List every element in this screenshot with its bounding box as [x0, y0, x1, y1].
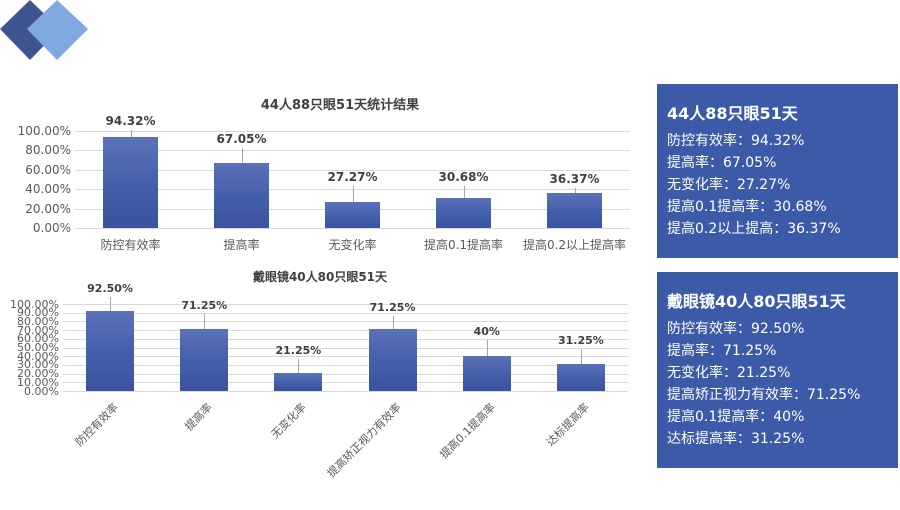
- x-axis-label: 提高0.1提高率: [423, 238, 504, 252]
- y-axis-tick: 70.00%: [17, 323, 59, 337]
- gridline: [63, 338, 628, 340]
- y-axis-tick: 10.00%: [17, 375, 59, 389]
- gridline: [63, 321, 628, 323]
- leader-line: [241, 148, 243, 163]
- panel-line: 防控有效率：94.32%: [667, 133, 805, 149]
- panel-line: 提高0.1提高率：30.68%: [667, 199, 827, 215]
- leader-line: [352, 186, 354, 202]
- y-axis-tick: 40.00%: [25, 182, 71, 197]
- panel-line: 提高0.1提高率：40%: [667, 409, 805, 425]
- value-label: 71.25%: [181, 299, 228, 312]
- panel-line: 防控有效率：92.50%: [667, 321, 805, 337]
- y-axis-tick: 100.00%: [17, 124, 71, 138]
- summary-panel-glasses-40-people: 戴眼镜40人80只眼51天 防控有效率：92.50% 提高率：71.25% 无变…: [657, 272, 898, 468]
- x-axis-label: 防控有效率: [100, 238, 161, 252]
- bar: [103, 136, 158, 228]
- chart-44-people: 44人88只眼51天统计结果 100.00% 80.00% 60.00% 40.00%…: [0, 90, 640, 260]
- panel-line: 无变化率：27.27%: [667, 177, 791, 193]
- panel-title: 戴眼镜40人80只眼51天: [667, 292, 846, 311]
- chart-title: 44人88只眼51天统计结果: [260, 98, 420, 113]
- leader-line: [580, 349, 582, 364]
- bar: [86, 310, 135, 391]
- x-axis-label: 提高矫正视力有效率: [324, 400, 404, 480]
- value-label: 21.25%: [275, 344, 322, 357]
- bar: [214, 162, 269, 228]
- panel-line: 提高率：67.05%: [667, 155, 777, 171]
- value-label: 27.27%: [327, 170, 378, 184]
- value-label: 36.37%: [549, 172, 600, 186]
- chart-glasses-40-people: 戴眼镜40人80只眼51天 100.00% 90.00% 80.00% 70.00% 6…: [0, 262, 640, 494]
- gridline: [63, 347, 628, 349]
- value-label: 30.68%: [438, 170, 489, 184]
- gridline: [63, 364, 628, 366]
- panel-line: 提高矫正视力有效率：71.25%: [667, 387, 861, 403]
- panel-line: 达标提高率：31.25%: [667, 431, 805, 447]
- leader-line: [574, 188, 576, 193]
- y-axis-tick: 0.00%: [24, 384, 59, 398]
- bar: [180, 329, 229, 391]
- gridline: [75, 169, 630, 171]
- y-axis-tick: 60.00%: [25, 162, 71, 177]
- value-label: 71.25%: [369, 301, 416, 314]
- y-axis-tick: 100.00%: [10, 297, 59, 311]
- x-axis-label: 防控有效率: [72, 400, 122, 449]
- chart-title: 戴眼镜40人80只眼51天: [252, 270, 388, 284]
- gridline: [63, 312, 628, 314]
- x-axis-label: 提高0.1提高率: [437, 400, 498, 462]
- value-label: 92.50%: [87, 282, 133, 295]
- gridline: [75, 150, 630, 152]
- value-label: 94.32%: [105, 114, 156, 128]
- x-axis-label: 提高率: [223, 238, 260, 252]
- x-axis-label: 提高率: [182, 400, 216, 434]
- gridline: [63, 356, 628, 358]
- bar: [462, 356, 511, 391]
- gridline: [63, 391, 628, 392]
- y-axis-tick: 20.00%: [17, 367, 59, 381]
- leader-line: [204, 314, 206, 329]
- panel-line: 提高0.2以上提高：36.37%: [667, 221, 841, 237]
- leader-line: [392, 316, 394, 329]
- logo-diamonds-icon: [0, 0, 88, 60]
- value-label: 31.25%: [557, 334, 604, 347]
- y-axis-tick: 60.00%: [17, 332, 59, 346]
- bar: [436, 198, 491, 228]
- bar: [368, 329, 417, 391]
- value-label: 67.05%: [216, 132, 267, 146]
- gridline: [63, 373, 628, 375]
- y-axis-tick: 80.00%: [17, 314, 59, 328]
- y-axis-tick: 50.00%: [17, 341, 59, 354]
- bar: [556, 363, 605, 391]
- summary-panel-44-people: 44人88只眼51天 防控有效率：94.32% 提高率：67.05% 无变化率：…: [657, 84, 898, 258]
- y-axis-tick: 20.00%: [25, 201, 71, 216]
- y-axis-tick: 0.00%: [32, 221, 71, 235]
- leader-line: [110, 297, 112, 311]
- gridline: [75, 228, 630, 229]
- gridline: [63, 330, 628, 332]
- gridline: [75, 131, 630, 132]
- y-axis-tick: 90.00%: [17, 306, 59, 320]
- y-axis-tick: 40.00%: [17, 349, 59, 363]
- gridline: [63, 382, 628, 384]
- panel-line: 提高率：71.25%: [667, 343, 777, 359]
- panel-title: 44人88只眼51天: [667, 104, 798, 123]
- value-label: 40%: [473, 325, 500, 338]
- leader-line: [130, 130, 132, 137]
- gridline: [63, 304, 628, 305]
- panel-line: 无变化率：21.25%: [667, 365, 791, 381]
- bar: [274, 372, 323, 391]
- y-axis-tick: 30.00%: [17, 358, 59, 372]
- x-axis-label: 提高0.2以上提高率: [522, 238, 627, 252]
- leader-line: [298, 359, 300, 373]
- y-axis-tick: 80.00%: [25, 143, 71, 158]
- x-axis-label: 达标提高率: [543, 400, 592, 449]
- x-axis-label: 无变化率: [328, 238, 377, 252]
- leader-line: [486, 340, 488, 357]
- x-axis-label: 无变化率: [269, 400, 310, 442]
- bar: [547, 192, 602, 228]
- leader-line: [463, 186, 465, 199]
- bar: [325, 201, 380, 228]
